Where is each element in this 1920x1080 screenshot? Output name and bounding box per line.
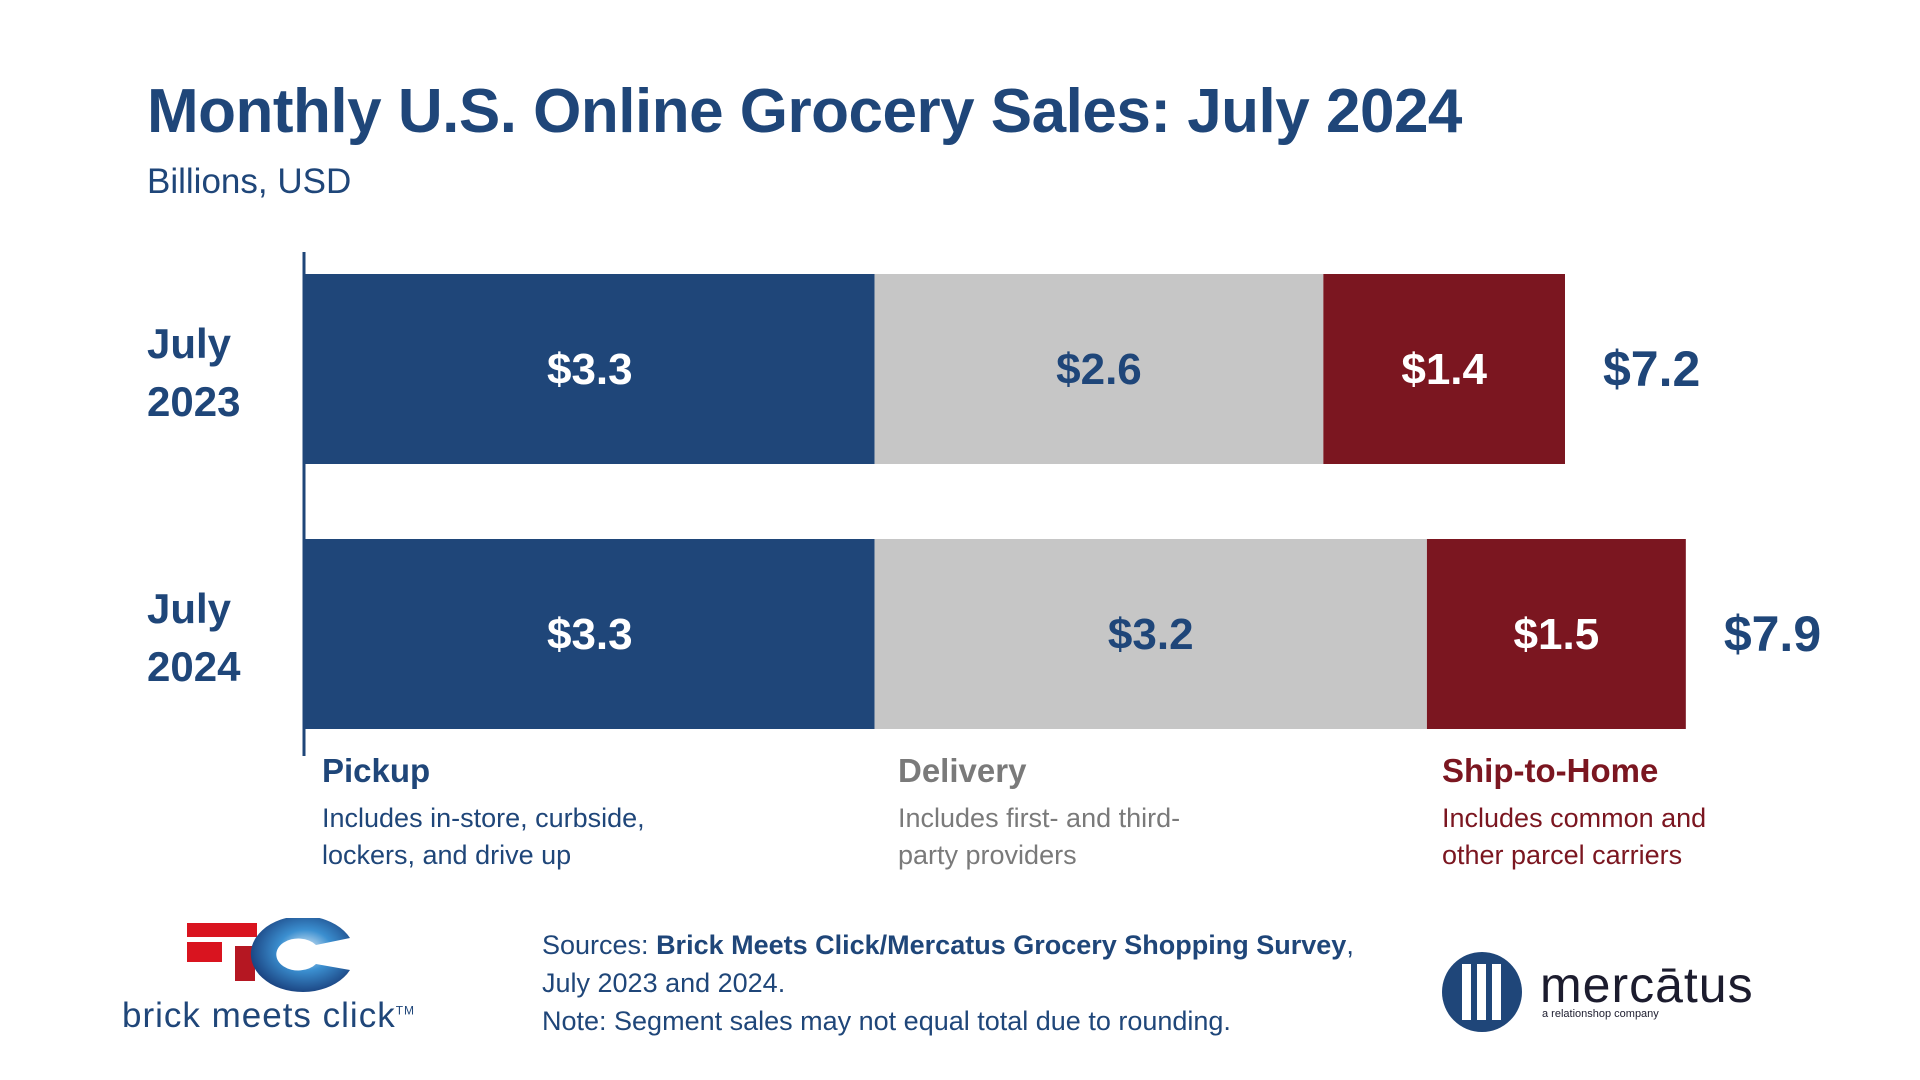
legend-pickup-name: Pickup: [322, 752, 431, 789]
row-label-2023-line1: July: [147, 320, 232, 367]
sources-survey-name: Brick Meets Click/Mercatus Grocery Shopp…: [656, 930, 1347, 960]
legend-ship-name: Ship-to-Home: [1442, 752, 1659, 789]
bars-group: $3.3 $2.6 $1.4 $7.2 July 2023 $3.3 $3.2 $1.5 $7.9…: [147, 274, 1821, 729]
label-pickup-2023: $3.3: [547, 345, 633, 394]
total-label-2024: $7.9: [1724, 606, 1821, 662]
row-label-2023-line2: 2023: [147, 378, 240, 425]
bar-ship-to-home-2024: [1426, 539, 1686, 729]
sources-note: Sources: Brick Meets Click/Mercatus Groc…: [542, 926, 1362, 1040]
sources-prefix: Sources:: [542, 930, 657, 960]
label-delivery-2023: $2.6: [1056, 345, 1142, 394]
row-label-2024-line1: July: [147, 585, 232, 632]
legend-delivery-name: Delivery: [898, 752, 1027, 789]
legend-ship-desc-line2: other parcel carriers: [1442, 840, 1683, 870]
legend-ship-to-home: Ship-to-Home Includes common and other p…: [1442, 752, 1862, 874]
rounding-note: Note: Segment sales may not equal total …: [542, 1006, 1231, 1036]
bmc-wordmark-text: brick meets click: [122, 996, 396, 1035]
bar-pickup-2023: [305, 274, 875, 464]
total-label-2023: $7.2: [1603, 341, 1700, 397]
legend-delivery-desc-line1: Includes first- and third-: [898, 803, 1181, 833]
bar-delivery-2024: [874, 539, 1427, 729]
legend-delivery-desc-line2: party providers: [898, 840, 1077, 870]
sources-suffix: ,: [1346, 930, 1354, 960]
mercatus-wordmark: mercātus: [1540, 957, 1754, 1013]
mercatus-logo-icon: [1442, 952, 1522, 1032]
legend-ship-desc-line1: Includes common and: [1442, 803, 1707, 833]
stacked-bar-chart: $3.3 $2.6 $1.4 $7.2 July 2023 $3.3 $3.2 $1.5 $7.9…: [147, 252, 1821, 756]
label-delivery-2024: $3.2: [1108, 610, 1194, 659]
brick-meets-click-wordmark: brick meets clickTM: [122, 996, 415, 1036]
legend-pickup-desc-line2: lockers, and drive up: [322, 840, 572, 870]
label-ship-to-home-2023: $1.4: [1401, 345, 1487, 394]
bar-pickup-2024: [305, 539, 875, 729]
bar-delivery-2023: [874, 274, 1324, 464]
row-label-2024-line2: 2024: [147, 643, 241, 690]
sources-line2: July 2023 and 2024.: [542, 968, 786, 998]
legend-pickup-desc-line1: Includes in-store, curbside,: [322, 803, 645, 833]
bmc-trademark: TM: [395, 1003, 416, 1018]
sources-line1: Sources: Brick Meets Click/Mercatus Groc…: [542, 926, 1362, 964]
mercatus-tagline: a relationshop company: [1542, 1008, 1659, 1020]
bar-ship-to-home-2023: [1323, 274, 1565, 464]
brick-meets-click-logo-icon: [187, 918, 350, 992]
legend-pickup: Pickup Includes in-store, curbside, lock…: [322, 752, 742, 874]
label-pickup-2024: $3.3: [547, 610, 633, 659]
chart-subtitle: Billions, USD: [147, 162, 352, 201]
label-ship-to-home-2024: $1.5: [1514, 610, 1600, 659]
legend-delivery: Delivery Includes first- and third- part…: [898, 752, 1318, 874]
chart-title: Monthly U.S. Online Grocery Sales: July …: [147, 77, 1462, 146]
